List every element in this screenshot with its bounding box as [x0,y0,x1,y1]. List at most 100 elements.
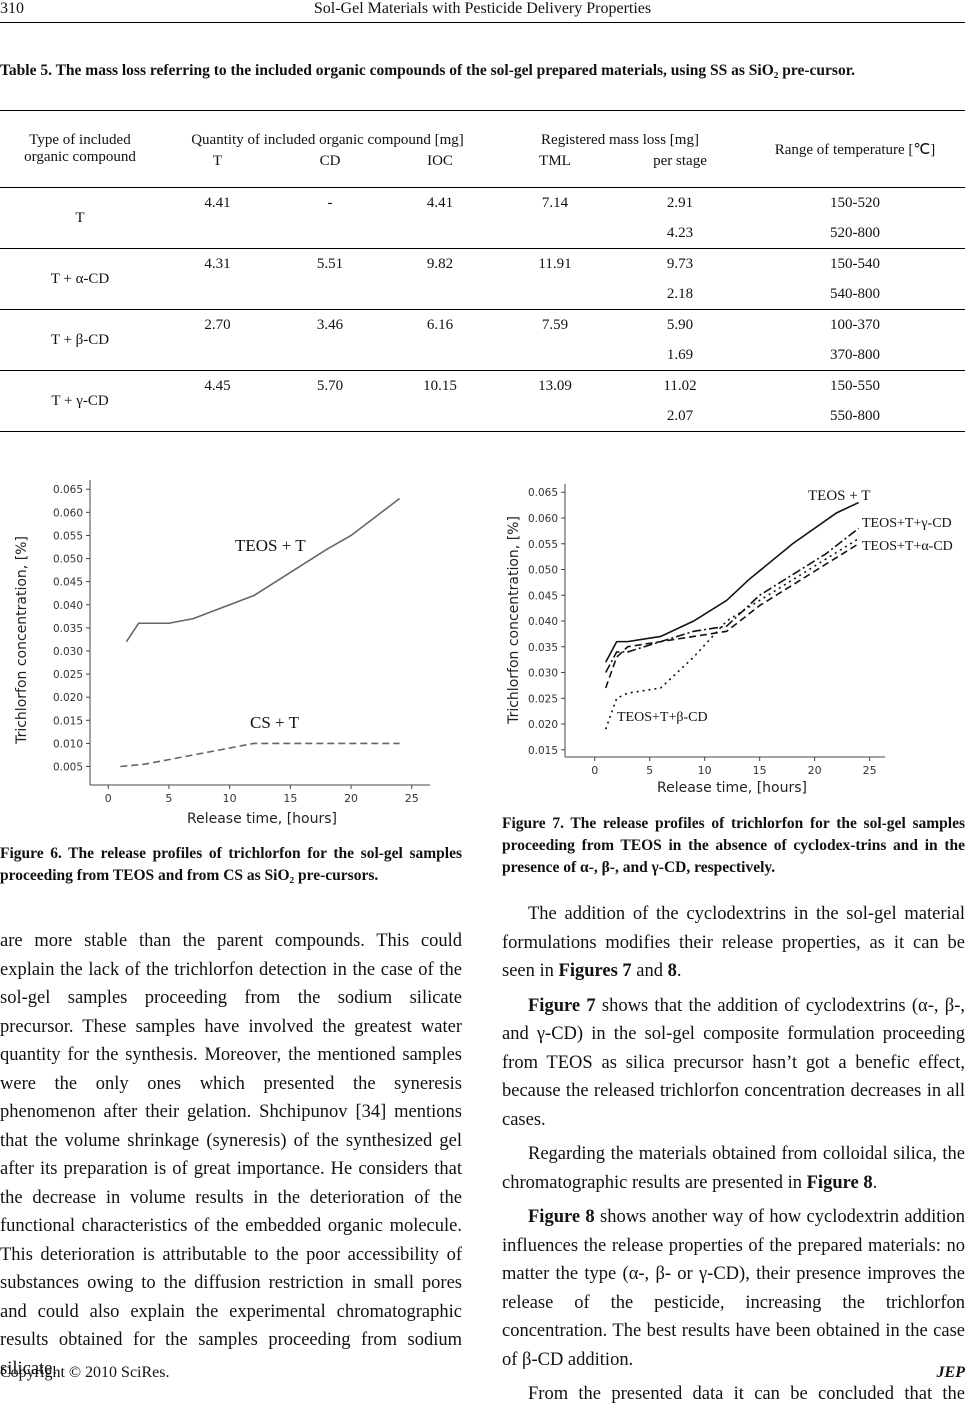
series-line [125,497,401,643]
table-cell: T + α-CD [0,248,160,310]
page-number: 310 [0,0,24,17]
table-cell [495,279,615,310]
series-label: TEOS + T [808,488,870,504]
figure-6-chart: 0.005 0.010 0.015 0.020 0.025 0.030 0.035 0.040… [14,480,430,827]
text-column: are more stable than the parent compound… [0,927,462,1389]
figure-caption: Figure 6. The release profiles of trichl… [0,845,462,884]
bold-reference: Figures 7 [558,961,632,981]
table-cell: T + β-CD [0,309,160,371]
x-tick-label: 10 [698,764,712,777]
table-cell: 4.41 [204,194,231,211]
table-row: 2.18 540-800 [0,279,965,310]
series-line [604,501,859,663]
table-cell [495,218,615,249]
x-tick-label: 25 [863,764,877,777]
y-tick-label: 0.015 [53,715,83,727]
x-tick-label: 5 [646,764,653,777]
copyright: Copyright © 2010 SciRes. [0,1364,170,1381]
series-line [604,543,860,689]
table-cell: 5.90 [666,316,694,333]
y-tick-label: 0.030 [53,646,83,658]
table-row: T 4.41 - 4.41 7.14 2.91 150-520 [0,187,965,249]
text-run: From the presented data it can be conclu… [528,1384,965,1404]
x-tick-label: 25 [405,792,419,805]
y-tick-label: 0.030 [528,668,558,680]
table-row: T + β-CD 2.70 3.46 6.16 7.59 5.90 100-370 [0,309,965,371]
table-cell: 9.73 [666,255,694,272]
column-header: Range of temperature [℃] [745,110,965,188]
y-axis-title: Trichlorfon concentration, [%] [14,536,30,745]
table-cell: T + γ-CD [0,370,160,432]
running-title: Sol-Gel Materials with Pesticide Deliver… [313,0,652,17]
table-cell: 6.16 [426,316,454,333]
table-cell [160,218,275,249]
table-cell: 3.46 [316,316,344,333]
table-cell: 10.15 [423,377,457,394]
column-header: Type of included organic compound [0,110,160,188]
table-cell: 2.07 [615,401,745,432]
table-cell: 540-800 [745,279,965,310]
x-tick-label: 10 [223,792,237,805]
column-header: CD [275,149,385,188]
table-cell: 550-800 [745,401,965,432]
y-tick-label: 0.025 [528,693,558,705]
x-tick-label: 15 [753,764,767,777]
column-header: IOC [385,149,495,188]
paragraph: Figure 7 shows that the addition of cycl… [502,992,965,1135]
table-cell [385,279,495,310]
paragraph: Figure 8 shows another way of how cyclod… [502,1203,965,1374]
table-cell: 2.91 [666,194,694,211]
table-cell: 4.31 [204,255,231,272]
series-line [120,742,400,768]
table-row: 2.07 550-800 [0,401,965,432]
table-cell [275,279,385,310]
series-label: TEOS + T [235,536,306,555]
text-run: Regarding the materials obtained from co… [502,1144,965,1193]
x-tick-label: 20 [808,764,822,777]
x-tick-label: 0 [591,764,598,777]
table-caption: Table 5. The mass loss referring to the … [0,62,856,79]
y-axis-title: Trichlorfon concentration, [%] [506,516,522,725]
y-tick-label: 0.045 [53,577,83,589]
series-line [604,527,860,673]
table-cell: 100-370 [830,316,880,333]
bold-reference: Figure 8 [806,1172,873,1193]
table-cell [495,340,615,371]
table-row: T + γ-CD 4.45 5.70 10.15 13.09 11.02 150-550 [0,370,965,432]
table-row: 1.69 370-800 [0,340,965,371]
y-tick-label: 0.060 [528,513,558,525]
table-cell: - [327,194,333,211]
x-tick-label: 15 [283,792,297,805]
table-cell [275,218,385,249]
paragraph: The addition of the cyclodextrins in the… [502,900,965,986]
series-label: TEOS+T+β-CD [617,710,708,725]
x-axis-title: Release time, [hours] [657,780,807,796]
y-tick-label: 0.055 [528,539,558,551]
table-cell: 13.09 [538,377,572,394]
bold-reference: 8 [667,961,677,981]
column-header: Registered mass loss [mg] [495,110,745,149]
series-label: TEOS+T+α-CD [862,539,953,554]
table-cell [495,401,615,432]
table-cell: 2.18 [615,279,745,310]
text-run: The addition of the cyclodextrins in the… [502,904,965,981]
table-cell: 9.82 [426,255,454,272]
figure-7-chart: 0.015 0.020 0.025 0.030 0.035 0.040 0.045 0.050… [506,484,953,796]
y-tick-label: 0.020 [528,719,558,731]
text-run: . [676,961,682,981]
table-cell: 5.51 [316,255,344,272]
footer: Copyright © 2010 SciRes. JEP [0,1364,965,1382]
text-run: are more stable than the parent compound… [0,931,462,1379]
paragraph: From the presented data it can be conclu… [502,1380,965,1409]
table-cell [160,401,275,432]
table-cell: 370-800 [745,340,965,371]
table-cell: 150-550 [830,377,880,394]
table-cell: 7.59 [541,316,569,333]
y-tick-label: 0.065 [528,487,558,499]
series-label: CS + T [250,713,300,732]
column-header: per stage [615,149,745,188]
column-header: Quantity of included organic compound [m… [160,110,495,149]
column-header: TML [495,149,615,188]
table-cell [385,218,495,249]
y-tick-label: 0.020 [53,692,83,704]
